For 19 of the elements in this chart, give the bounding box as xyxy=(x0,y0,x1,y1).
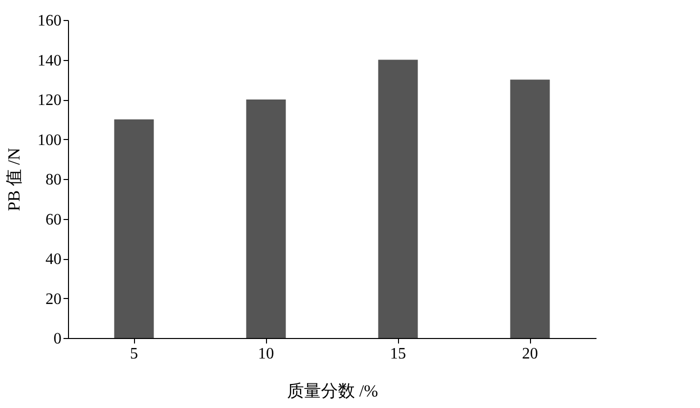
y-tick-label: 140 xyxy=(38,52,62,70)
y-tick-label: 0 xyxy=(54,330,62,348)
x-tick-label: 5 xyxy=(130,346,138,362)
y-axis-title: PB 值 /N xyxy=(4,148,24,212)
bar xyxy=(510,80,550,338)
y-tick-label: 60 xyxy=(46,211,62,228)
bar xyxy=(246,100,286,338)
y-tick-label: 100 xyxy=(38,132,62,149)
y-tick-label: 160 xyxy=(38,12,62,30)
bar xyxy=(114,119,154,338)
y-tick-label: 80 xyxy=(46,172,62,188)
y-tick-label: 40 xyxy=(46,251,62,268)
y-tick-label: 120 xyxy=(38,92,62,109)
bar xyxy=(378,60,418,338)
y-tick-label: 20 xyxy=(46,290,62,308)
x-axis-title: 质量分数 /% xyxy=(286,382,378,400)
x-tick-label: 10 xyxy=(258,346,274,362)
x-tick-label: 15 xyxy=(390,346,406,362)
x-tick-label: 20 xyxy=(522,346,538,362)
